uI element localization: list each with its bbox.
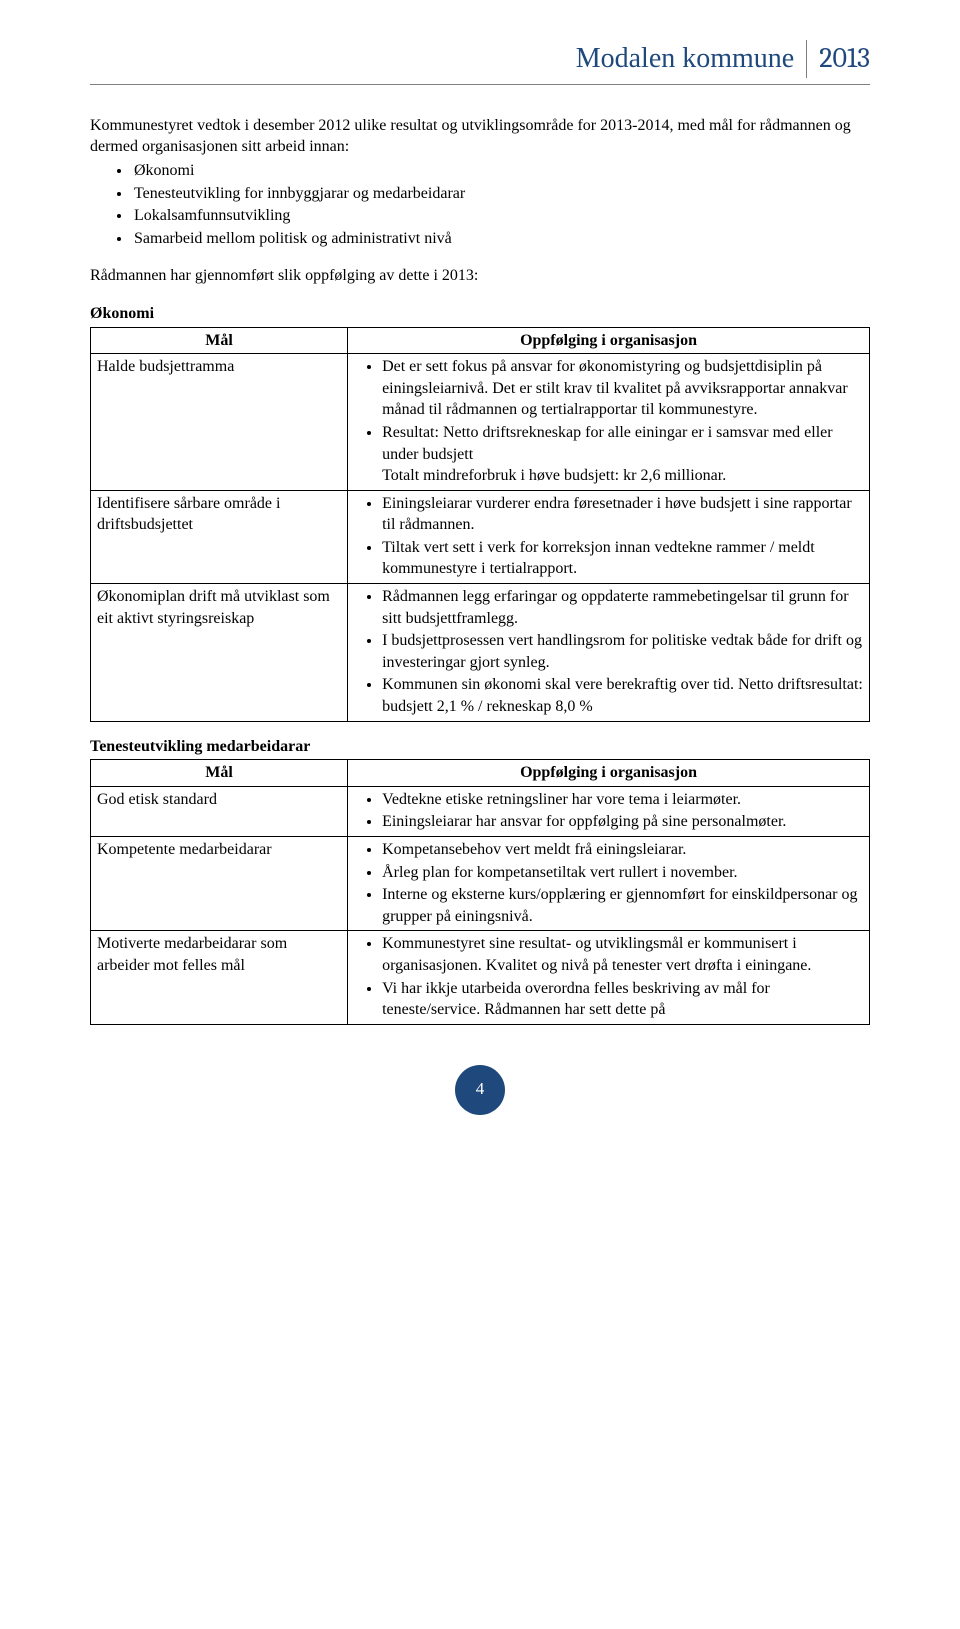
followup-item: Kommunestyret sine resultat- og utviklin… (382, 933, 863, 976)
table-row: God etisk standard Vedtekne etiske retni… (91, 786, 870, 836)
followup-item: Einingsleiarar vurderer endra føresetnad… (382, 493, 863, 536)
table-header-left: Mål (91, 760, 348, 787)
followup-item: Interne og eksterne kurs/opplæring er gj… (382, 884, 863, 927)
page-number: 4 (455, 1065, 505, 1115)
table-cell-goal: Halde budsjettramma (91, 354, 348, 491)
intro-bullet: Økonomi (132, 160, 870, 182)
intro-bullet-list: Økonomi Tenesteutvikling for innbyggjara… (90, 160, 870, 249)
table-cell-followup: Einingsleiarar vurderer endra føresetnad… (348, 490, 870, 583)
intro-bullet: Tenesteutvikling for innbyggjarar og med… (132, 183, 870, 205)
section-title-okonomi: Økonomi (90, 303, 870, 325)
table-header-left: Mål (91, 327, 348, 354)
table-row: Identifisere sårbare område i driftsbuds… (91, 490, 870, 583)
table-cell-followup: Det er sett fokus på ansvar for økonomis… (348, 354, 870, 491)
table-okonomi: Mål Oppfølging i organisasjon Halde buds… (90, 327, 870, 722)
table-cell-goal: Kompetente medarbeidarar (91, 837, 348, 931)
followup-item: Einingsleiarar har ansvar for oppfølging… (382, 811, 863, 833)
section-title-teneste: Tenesteutvikling medarbeidarar (90, 736, 870, 758)
table-header-row: Mål Oppfølging i organisasjon (91, 760, 870, 787)
table-header-row: Mål Oppfølging i organisasjon (91, 327, 870, 354)
header-rule (90, 84, 870, 85)
table-row: Økonomiplan drift må utviklast som eit a… (91, 584, 870, 722)
followup-item: I budsjettprosessen vert handlingsrom fo… (382, 630, 863, 673)
table-row: Halde budsjettramma Det er sett fokus på… (91, 354, 870, 491)
table-header-right: Oppfølging i organisasjon (348, 327, 870, 354)
intro-bullet: Lokalsamfunnsutvikling (132, 205, 870, 227)
table-cell-goal: Motiverte medarbeidarar som arbeider mot… (91, 931, 348, 1024)
table-header-right: Oppfølging i organisasjon (348, 760, 870, 787)
header-year: 2013 (806, 40, 870, 78)
followup-item: Vi har ikkje utarbeida overordna felles … (382, 978, 863, 1021)
table-cell-goal: Økonomiplan drift må utviklast som eit a… (91, 584, 348, 722)
header-title: Modalen kommune (576, 40, 807, 78)
intro-paragraph: Kommunestyret vedtok i desember 2012 uli… (90, 115, 870, 158)
page-number-wrap: 4 (90, 1065, 870, 1115)
table-cell-goal: God etisk standard (91, 786, 348, 836)
followup-item: Vedtekne etiske retningsliner har vore t… (382, 789, 863, 811)
followup-item: Det er sett fokus på ansvar for økonomis… (382, 356, 863, 421)
followup-item: Kommunen sin økonomi skal vere berekraft… (382, 674, 863, 717)
table-cell-followup: Vedtekne etiske retningsliner har vore t… (348, 786, 870, 836)
followup-item: Tiltak vert sett i verk for korreksjon i… (382, 537, 863, 580)
intro-bullet: Samarbeid mellom politisk og administrat… (132, 228, 870, 250)
followup-item: Resultat: Netto driftsrekneskap for alle… (382, 422, 863, 487)
lead-line: Rådmannen har gjennomført slik oppfølgin… (90, 265, 870, 287)
table-cell-followup: Rådmannen legg erfaringar og oppdaterte … (348, 584, 870, 722)
table-cell-goal: Identifisere sårbare område i driftsbuds… (91, 490, 348, 583)
table-teneste: Mål Oppfølging i organisasjon God etisk … (90, 759, 870, 1025)
table-row: Kompetente medarbeidarar Kompetansebehov… (91, 837, 870, 931)
followup-item: Rådmannen legg erfaringar og oppdaterte … (382, 586, 863, 629)
table-row: Motiverte medarbeidarar som arbeider mot… (91, 931, 870, 1024)
followup-item: Kompetansebehov vert meldt frå einingsle… (382, 839, 863, 861)
table-cell-followup: Kommunestyret sine resultat- og utviklin… (348, 931, 870, 1024)
table-cell-followup: Kompetansebehov vert meldt frå einingsle… (348, 837, 870, 931)
header: Modalen kommune 2013 (90, 40, 870, 78)
followup-item: Årleg plan for kompetansetiltak vert rul… (382, 862, 863, 884)
